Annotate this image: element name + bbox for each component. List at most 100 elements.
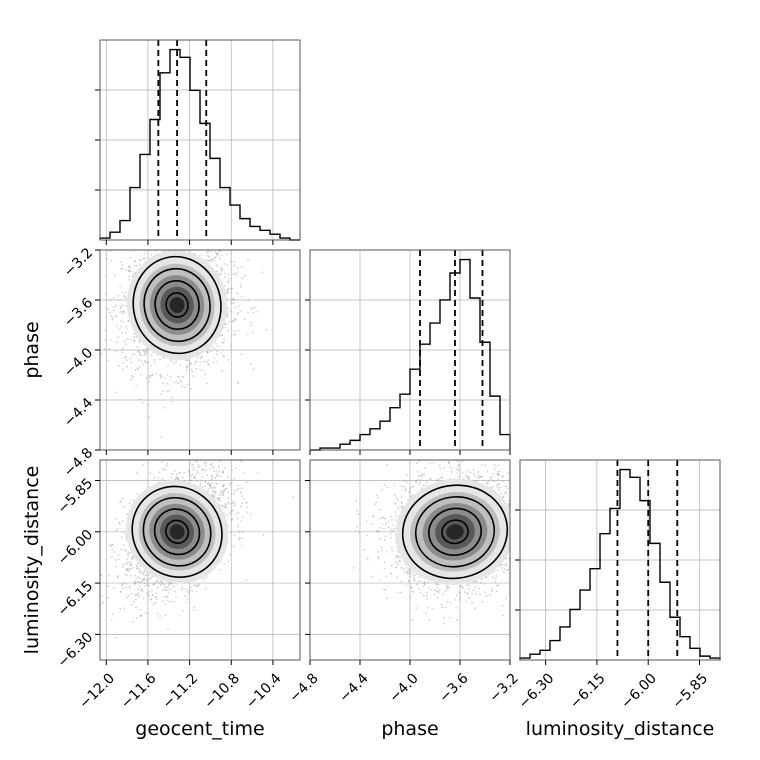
sample-point	[119, 305, 122, 308]
sample-point	[159, 615, 161, 618]
sample-point	[236, 266, 239, 269]
sample-point	[229, 260, 232, 263]
sample-point	[160, 582, 163, 584]
sample-point	[127, 269, 130, 272]
sample-point	[101, 602, 104, 605]
sample-point	[172, 600, 175, 603]
sample-point	[129, 256, 132, 259]
sample-point	[448, 465, 451, 468]
sample-point	[192, 469, 195, 471]
sample-point	[190, 362, 193, 365]
sample-point	[265, 329, 268, 332]
sample-point	[124, 568, 127, 571]
sample-point	[227, 501, 230, 504]
sample-point	[241, 277, 244, 279]
sample-point	[165, 464, 168, 467]
sample-point	[203, 462, 206, 464]
sample-point	[136, 346, 139, 348]
sample-point	[180, 588, 183, 591]
sample-point	[207, 259, 210, 262]
sample-point	[146, 577, 148, 580]
sample-point	[111, 544, 114, 547]
sample-point	[203, 468, 206, 471]
sample-point	[121, 497, 124, 500]
sample-point	[193, 606, 196, 609]
sample-point	[222, 354, 225, 357]
sample-point	[125, 245, 127, 247]
sample-point	[223, 338, 226, 340]
sample-point	[163, 586, 166, 589]
sample-point	[189, 473, 192, 475]
sample-point	[173, 478, 176, 481]
sample-point	[144, 352, 146, 355]
sample-point	[227, 280, 230, 283]
sample-point	[447, 462, 450, 465]
sample-point	[109, 544, 111, 547]
sample-point	[241, 495, 244, 497]
sample-point	[228, 277, 231, 280]
sample-point	[234, 333, 237, 336]
sample-point	[221, 269, 224, 271]
sample-point	[184, 595, 187, 597]
sample-point	[174, 244, 176, 246]
sample-point	[243, 498, 246, 500]
sample-point	[138, 569, 141, 571]
sample-point	[184, 386, 187, 388]
sample-point	[234, 318, 237, 321]
histogram-panel-luminosity_distance	[515, 459, 721, 661]
sample-point	[168, 584, 171, 586]
sample-point	[125, 574, 128, 577]
sample-point	[125, 343, 128, 346]
sample-point	[147, 246, 149, 248]
sample-point	[117, 576, 119, 579]
sample-point	[215, 353, 218, 356]
sample-point	[179, 457, 181, 459]
sample-point	[237, 311, 239, 314]
sample-point	[418, 474, 421, 477]
sample-point	[166, 382, 169, 385]
sample-point	[137, 567, 140, 570]
sample-point	[109, 299, 112, 302]
sample-point	[213, 347, 216, 350]
sample-point	[223, 483, 225, 486]
sample-point	[241, 502, 244, 505]
panel-frame	[99, 459, 301, 661]
sample-point	[192, 375, 195, 378]
sample-point	[164, 468, 167, 471]
sample-point	[149, 364, 152, 367]
sample-point	[152, 583, 155, 586]
sample-point	[217, 499, 220, 502]
sample-point	[128, 585, 131, 588]
sample-point	[382, 516, 384, 519]
sample-point	[216, 496, 219, 499]
sample-point	[142, 571, 145, 574]
sample-point	[125, 596, 128, 599]
histogram-step-line	[99, 48, 300, 241]
sample-point	[132, 499, 135, 502]
scatter-panel-geocent_time-luminosity_distance	[99, 457, 301, 661]
sample-point	[256, 310, 259, 313]
sample-point	[122, 520, 125, 522]
sample-point	[201, 485, 204, 488]
sample-point	[120, 268, 123, 270]
sample-point	[135, 617, 138, 620]
panel-frame	[99, 39, 301, 241]
sample-point	[383, 484, 386, 486]
sample-point	[439, 467, 442, 470]
sample-point	[143, 582, 146, 585]
sample-point	[160, 377, 162, 379]
sample-point	[181, 247, 183, 249]
sample-point	[111, 317, 114, 319]
sample-point	[115, 315, 118, 318]
sample-point	[195, 476, 197, 479]
sample-point	[115, 529, 117, 532]
sample-point	[188, 469, 191, 471]
sample-point	[226, 475, 229, 478]
sample-point	[187, 590, 189, 593]
sample-point	[133, 581, 135, 584]
sample-point	[235, 512, 238, 515]
sample-point	[207, 255, 210, 258]
sample-point	[110, 339, 113, 342]
sample-point	[456, 635, 459, 638]
sample-point	[210, 474, 213, 477]
